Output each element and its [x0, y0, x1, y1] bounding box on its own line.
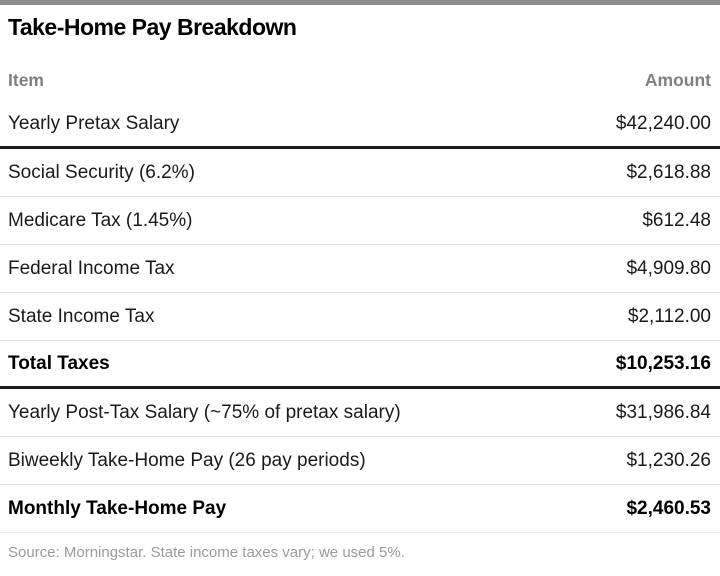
- table-row-monthly-take-home-pay: Monthly Take-Home Pay $2,460.53: [0, 485, 720, 533]
- row-amount-value: $4,909.80: [626, 257, 711, 279]
- column-header-item: Item: [8, 70, 44, 90]
- row-amount-value: $2,618.88: [626, 161, 711, 183]
- row-amount-value: $42,240.00: [615, 112, 711, 134]
- row-amount-value: $2,460.53: [626, 497, 711, 519]
- row-item-label: Yearly Pretax Salary: [8, 112, 180, 134]
- row-item-label: Monthly Take-Home Pay: [8, 497, 227, 519]
- top-accent-bar: [0, 0, 720, 5]
- row-amount-value: $612.48: [642, 209, 711, 231]
- table-row: State Income Tax $2,112.00: [0, 293, 720, 341]
- table-header-row: Item Amount: [0, 55, 720, 101]
- row-item-label: State Income Tax: [8, 305, 155, 327]
- row-item-label: Social Security (6.2%): [8, 161, 195, 183]
- table-row: Biweekly Take-Home Pay (26 pay periods) …: [0, 437, 720, 485]
- table-row: Yearly Post-Tax Salary (~75% of pretax s…: [0, 389, 720, 437]
- page-title: Take-Home Pay Breakdown: [8, 14, 297, 40]
- column-header-amount: Amount: [644, 70, 711, 90]
- table-row: Medicare Tax (1.45%) $612.48: [0, 197, 720, 245]
- row-amount-value: $1,230.26: [626, 449, 711, 471]
- row-item-label: Federal Income Tax: [8, 257, 175, 279]
- row-amount-value: $2,112.00: [627, 305, 711, 327]
- source-note: Source: Morningstar. State income taxes …: [8, 544, 405, 561]
- row-item-label: Biweekly Take-Home Pay (26 pay periods): [8, 449, 366, 471]
- row-item-label: Yearly Post-Tax Salary (~75% of pretax s…: [8, 401, 401, 423]
- row-item-label: Medicare Tax (1.45%): [8, 209, 193, 231]
- table-row: Yearly Pretax Salary $42,240.00: [0, 101, 720, 149]
- table-row: Social Security (6.2%) $2,618.88: [0, 149, 720, 197]
- table-row: Federal Income Tax $4,909.80: [0, 245, 720, 293]
- breakdown-table: Item Amount Yearly Pretax Salary $42,240…: [0, 55, 720, 533]
- table-row-total-taxes: Total Taxes $10,253.16: [0, 341, 720, 389]
- row-amount-value: $31,986.84: [615, 401, 711, 423]
- row-amount-value: $10,253.16: [615, 352, 711, 374]
- row-item-label: Total Taxes: [8, 352, 110, 374]
